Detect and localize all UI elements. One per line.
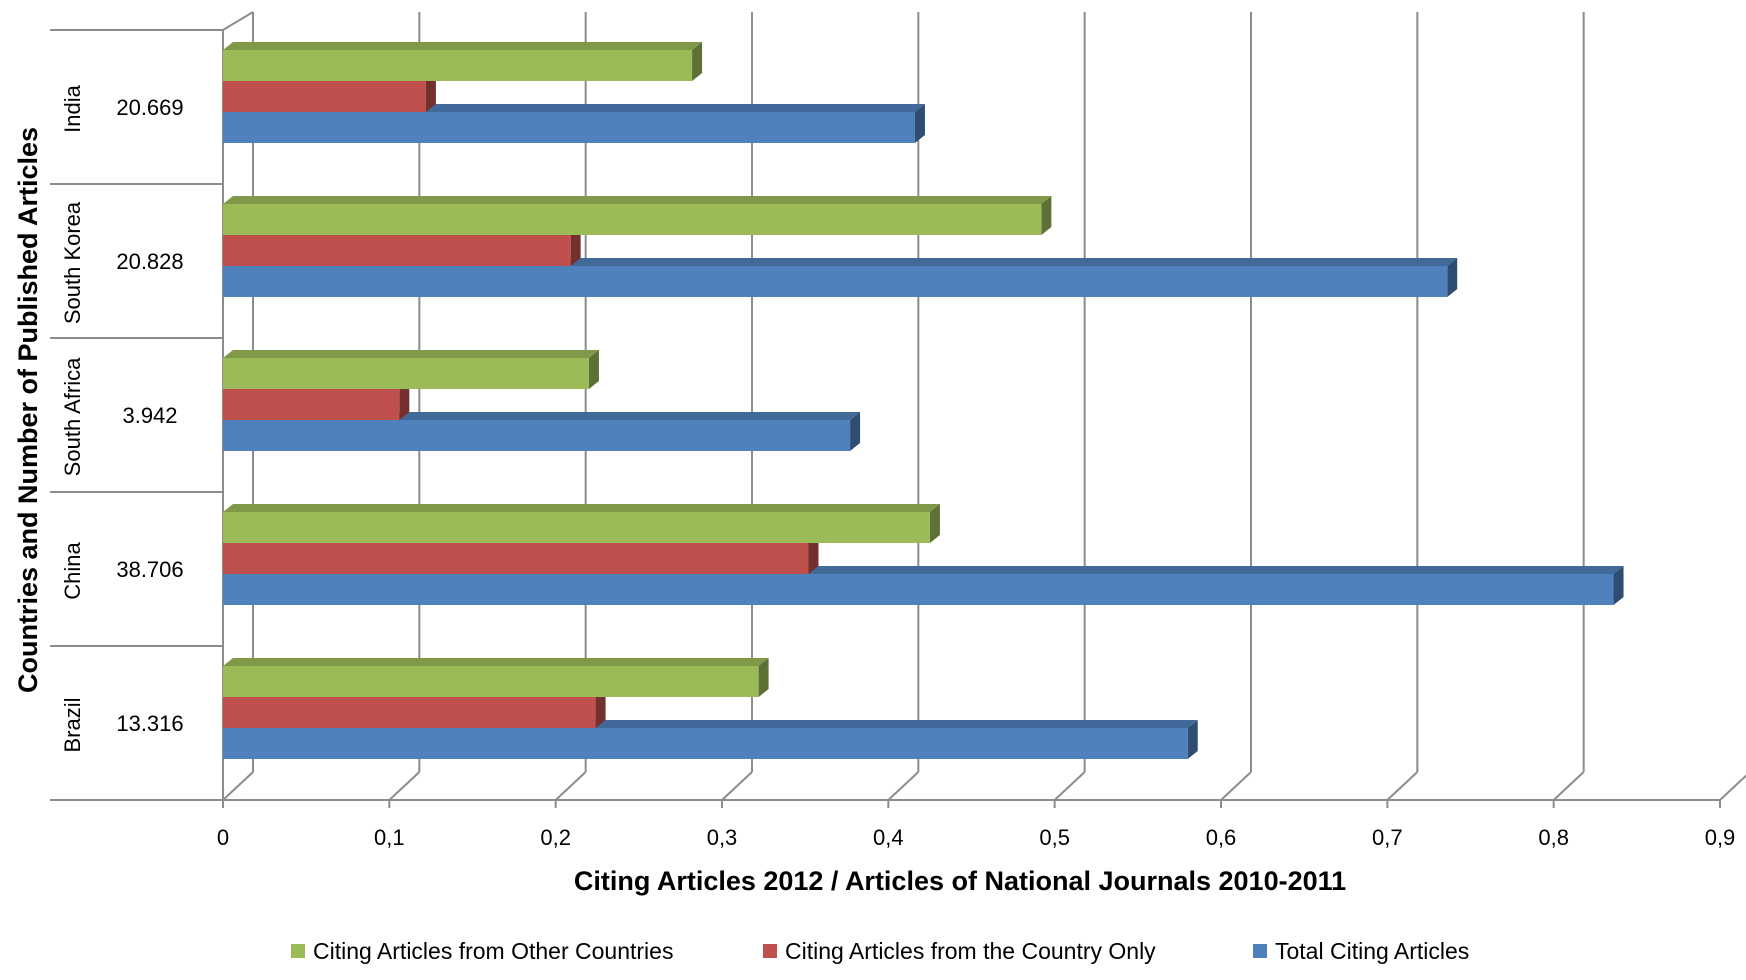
- legend: Citing Articles from Other Countries Citi…: [291, 938, 1469, 964]
- category-label: South Korea: [60, 201, 85, 324]
- category-count-label: 38.706: [116, 557, 183, 582]
- bar: [223, 235, 571, 266]
- bar: [223, 389, 400, 420]
- bar-end-face: [1041, 196, 1052, 235]
- bar-end-face: [595, 689, 606, 728]
- bar: [223, 204, 1042, 235]
- bar-end-face: [588, 350, 599, 389]
- x-tick-label: 0,6: [1206, 825, 1237, 850]
- gridline-floor: [1719, 774, 1746, 801]
- bar-end-face: [570, 227, 581, 266]
- x-tick-label: 0,9: [1705, 825, 1736, 850]
- x-tick-label: 0,1: [374, 825, 405, 850]
- legend-swatch: [291, 944, 305, 958]
- gridline-floor: [887, 771, 920, 801]
- category-label: South Africa: [60, 357, 85, 476]
- y-axis-title: Countries and Number of Published Articl…: [13, 127, 43, 693]
- category-count-label: 3.942: [122, 403, 177, 428]
- category-count-label: 20.669: [116, 95, 183, 120]
- x-tick-label: 0,7: [1372, 825, 1403, 850]
- x-tick-label: 0,2: [540, 825, 571, 850]
- bar-end-face: [850, 412, 861, 451]
- category-count-label: 13.316: [116, 711, 183, 736]
- bars: [223, 42, 1624, 759]
- labels: 0 0,1 0,2 0,3 0,4 0,5 0,6 0,7 0,8 0,9 India 20.669 S…: [60, 84, 1735, 850]
- bar: [223, 81, 426, 112]
- bar-end-face: [758, 658, 769, 697]
- bar-end-face: [425, 73, 436, 112]
- legend-swatch: [1253, 944, 1267, 958]
- x-tick-label: 0: [217, 825, 229, 850]
- category-label: India: [60, 84, 85, 132]
- bar: [223, 697, 596, 728]
- bar: [223, 666, 759, 697]
- bar-top-face: [223, 196, 1052, 204]
- bar: [223, 358, 589, 389]
- legend-label: Citing Articles from the Country Only: [785, 938, 1156, 964]
- gridline-floor: [1552, 771, 1585, 801]
- bar-end-face: [399, 381, 410, 420]
- gridline-floor: [222, 771, 254, 801]
- bar-top-face: [223, 350, 599, 358]
- bar: [223, 574, 1614, 605]
- x-tick-label: 0,4: [873, 825, 904, 850]
- x-tick-label: 0,8: [1538, 825, 1569, 850]
- category-label: Brazil: [60, 697, 85, 752]
- bar: [223, 420, 851, 451]
- bar: [223, 266, 1448, 297]
- bar-end-face: [914, 104, 925, 143]
- bar-end-face: [692, 42, 703, 81]
- bar: [223, 512, 930, 543]
- bar-end-face: [929, 504, 940, 543]
- bar-top-face: [223, 42, 703, 50]
- bar: [223, 112, 915, 143]
- category-label: China: [60, 541, 85, 599]
- legend-label: Total Citing Articles: [1275, 938, 1469, 964]
- bar-top-face: [223, 658, 769, 666]
- bar-end-face: [1613, 566, 1624, 605]
- y-axis-depth-line: [222, 11, 254, 31]
- x-tick-label: 0,3: [707, 825, 738, 850]
- bar: [223, 728, 1188, 759]
- gridline-floor: [1220, 771, 1252, 801]
- gridline-floor: [721, 771, 753, 801]
- bar-top-face: [223, 504, 940, 512]
- bar-end-face: [1187, 720, 1198, 759]
- bar: [223, 50, 693, 81]
- gridline-floor: [1386, 771, 1419, 801]
- gridline-floor: [554, 771, 587, 801]
- category-count-label: 20.828: [116, 249, 183, 274]
- x-tick-label: 0,5: [1039, 825, 1070, 850]
- legend-swatch: [763, 944, 777, 958]
- bar-end-face: [1447, 258, 1458, 297]
- x-axis-title: Citing Articles 2012 / Articles of Natio…: [574, 866, 1346, 896]
- gridline-floor: [1053, 771, 1086, 801]
- bar: [223, 543, 809, 574]
- bar-end-face: [808, 535, 819, 574]
- legend-label: Citing Articles from Other Countries: [313, 938, 673, 964]
- gridline-floor: [388, 771, 421, 801]
